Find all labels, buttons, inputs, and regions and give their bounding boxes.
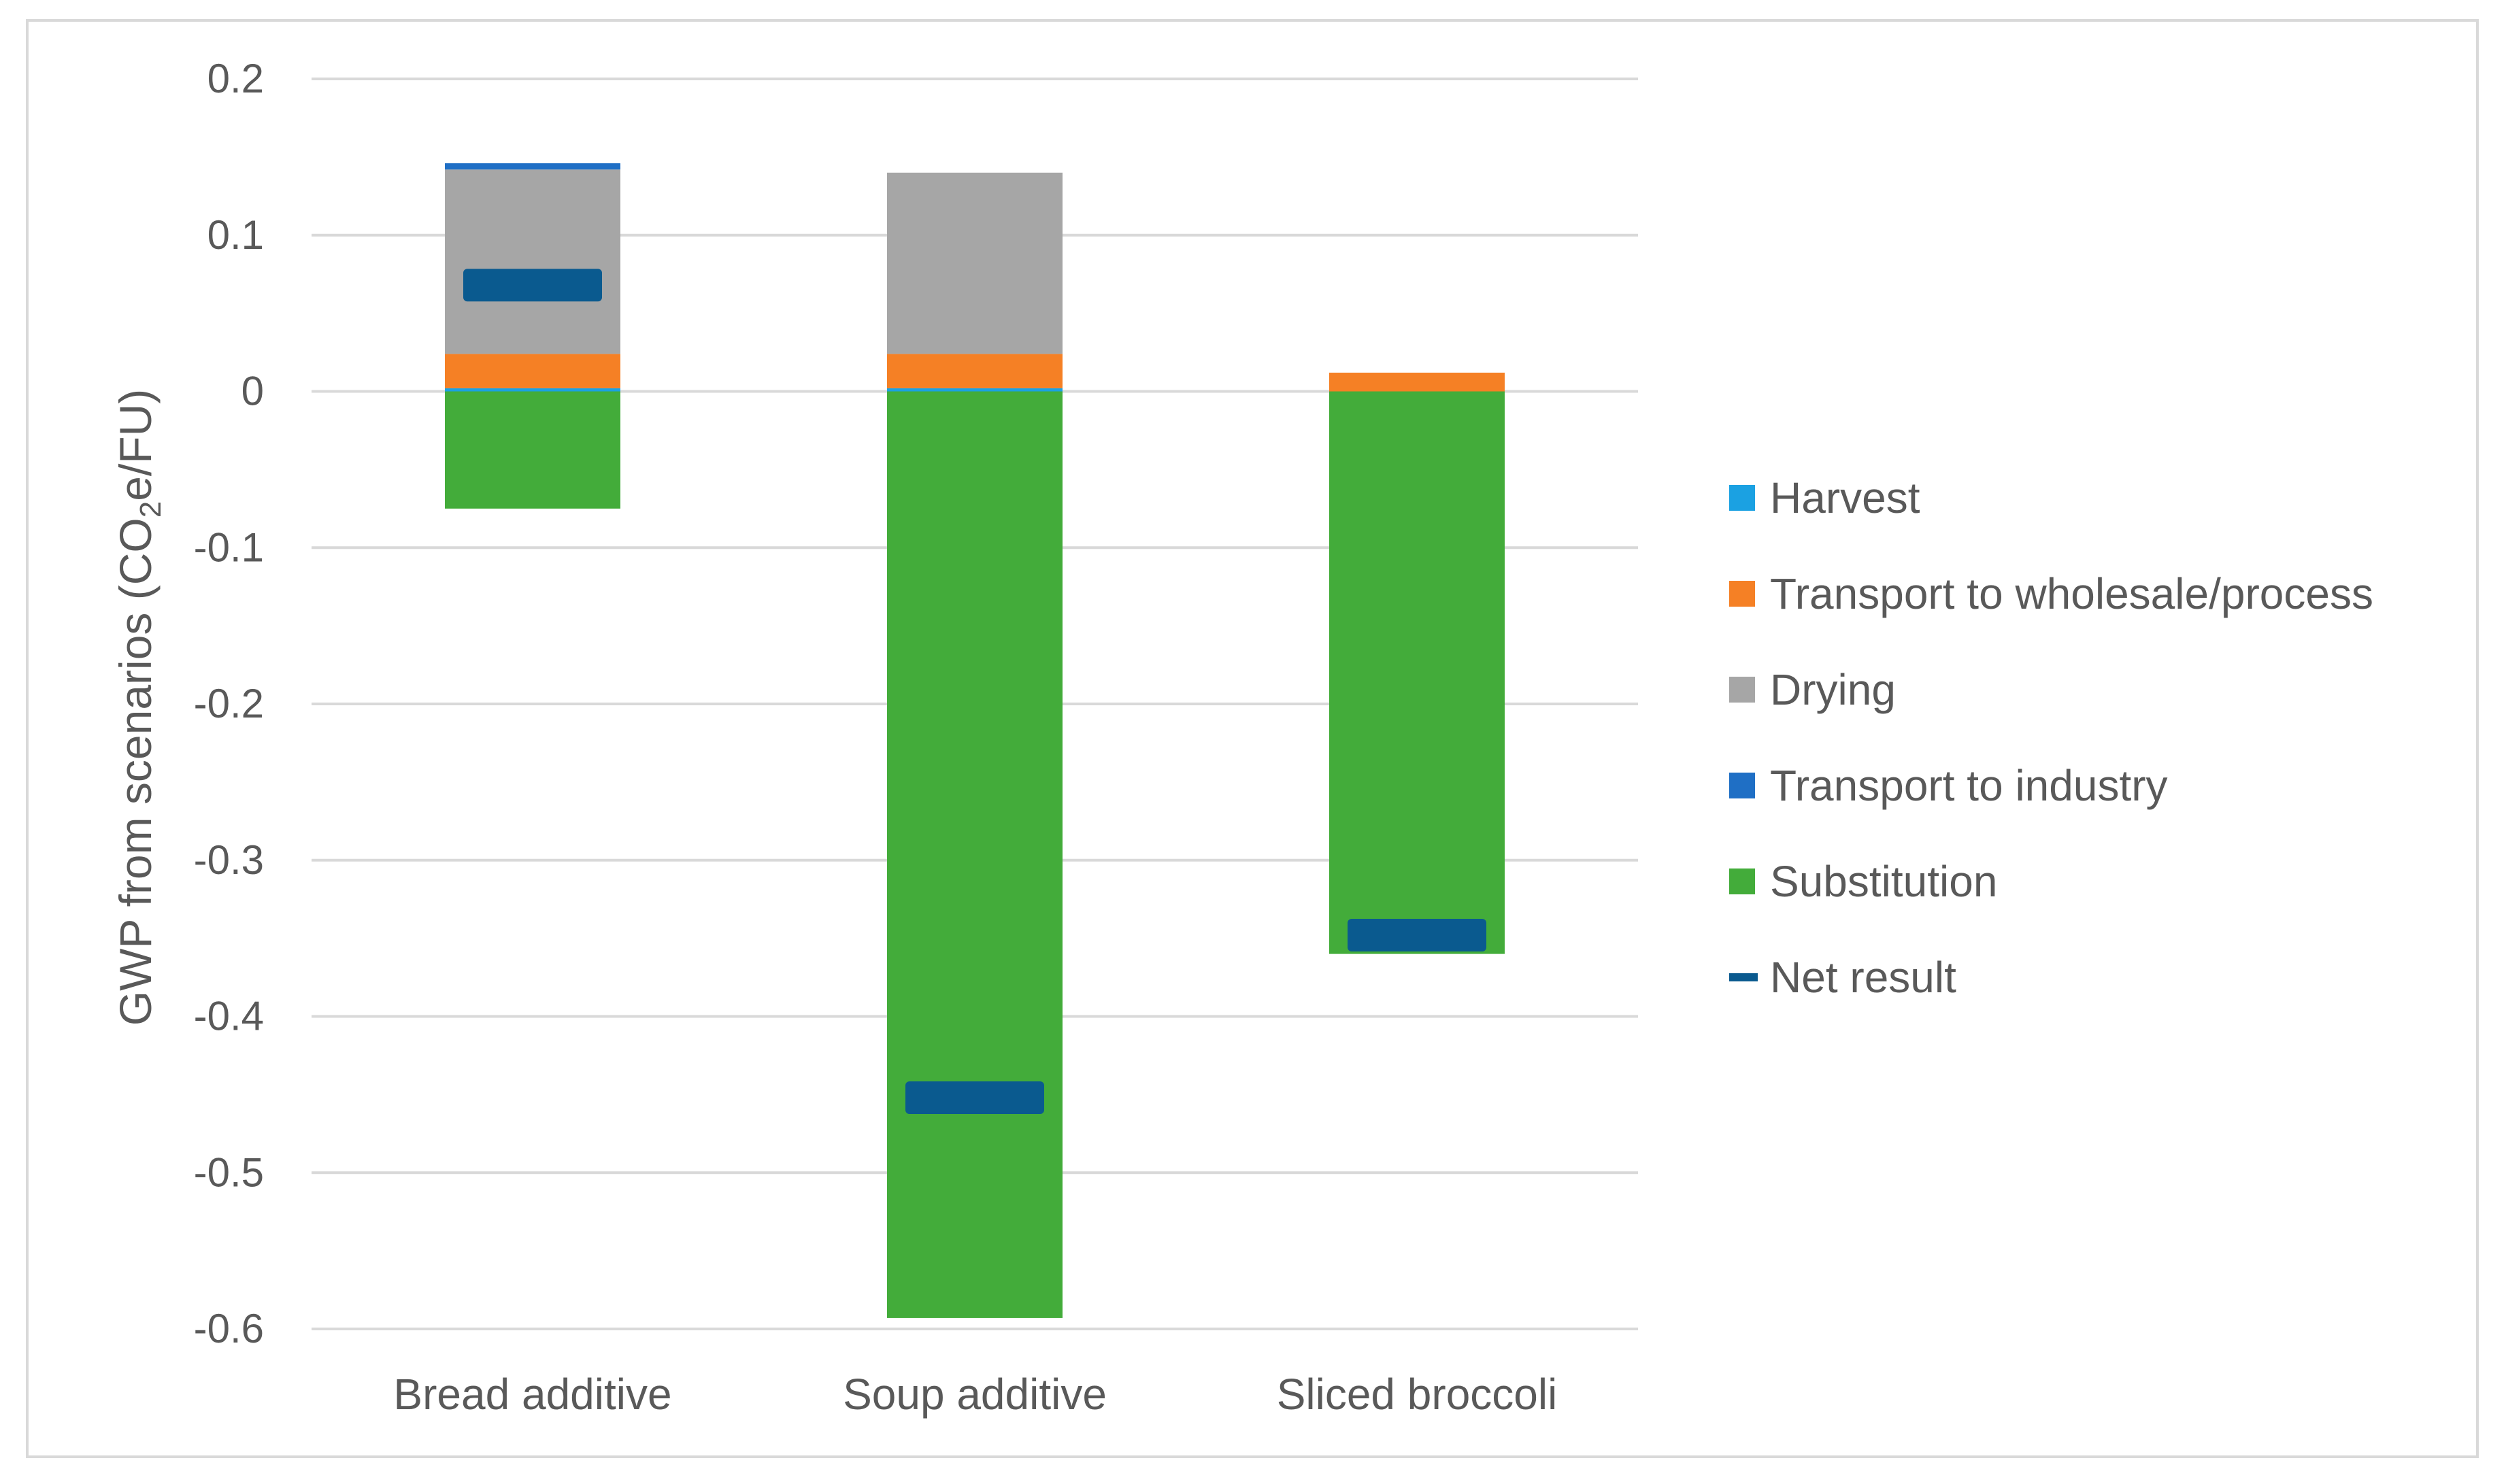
y-axis-title: GWP from scenarios (CO2e/FU) xyxy=(110,389,167,1026)
bar-soup-additive-drying xyxy=(887,172,1063,354)
legend-label-drying: Drying xyxy=(1770,665,1896,714)
legend-label-transport-to-industry: Transport to industry xyxy=(1770,761,2168,810)
y-tick-label: -0.4 xyxy=(194,994,264,1039)
bar-bread-additive-substitution xyxy=(445,391,620,509)
y-axis-title-subscript: 2 xyxy=(134,501,167,518)
legend-swatch-harvest xyxy=(1729,485,1755,511)
net-result-sliced-broccoli xyxy=(1348,919,1486,952)
y-axis-title-tail: e/FU) xyxy=(110,389,161,501)
legend-item-net-result: Net result xyxy=(1729,953,1956,1002)
bar-bread-additive-drying xyxy=(445,169,620,354)
y-tick-label: 0.2 xyxy=(207,56,264,101)
legend-swatch-transport-to-industry xyxy=(1729,773,1755,798)
x-category-bread-additive: Bread additive xyxy=(393,1370,671,1419)
chart-frame xyxy=(26,19,2479,1458)
y-tick-label: -0.3 xyxy=(194,837,264,883)
legend-item-drying: Drying xyxy=(1729,665,1896,714)
net-result-bread-additive xyxy=(463,269,602,302)
bar-bread-additive-transport-to-wholesale-process xyxy=(445,354,620,388)
legend-label-substitution: Substitution xyxy=(1770,857,1997,906)
legend-swatch-drying xyxy=(1729,677,1755,703)
bar-soup-additive-harvest xyxy=(887,388,1063,392)
legend-swatch-transport-to-wholesale-process xyxy=(1729,581,1755,607)
y-tick-label: -0.1 xyxy=(194,524,264,570)
bars xyxy=(445,163,1505,1318)
y-tick-label: 0.1 xyxy=(207,212,264,258)
bar-bread-additive-harvest xyxy=(445,388,620,392)
legend-item-transport-to-industry: Transport to industry xyxy=(1729,761,2168,810)
legend-label-net-result: Net result xyxy=(1770,953,1956,1002)
bar-soup-additive-substitution xyxy=(887,391,1063,1318)
legend-item-substitution: Substitution xyxy=(1729,857,1997,906)
legend: Harvest Transport to wholesale/process Dry… xyxy=(1729,473,2373,1002)
legend-swatch-net-result xyxy=(1729,973,1758,981)
bar-sliced-broccoli-transport-to-wholesale-process xyxy=(1329,372,1505,392)
legend-item-harvest: Harvest xyxy=(1729,473,1920,522)
legend-swatch-substitution xyxy=(1729,869,1755,894)
x-category-sliced-broccoli: Sliced broccoli xyxy=(1277,1370,1558,1419)
legend-label-harvest: Harvest xyxy=(1770,473,1920,522)
net-result-soup-additive xyxy=(905,1081,1044,1114)
y-tick-label: -0.6 xyxy=(194,1306,264,1351)
net-result-markers xyxy=(463,269,1486,1114)
bar-bread-additive-transport-to-industry xyxy=(445,163,620,170)
y-tick-label: -0.5 xyxy=(194,1149,264,1195)
bar-soup-additive-transport-to-wholesale-process xyxy=(887,354,1063,388)
x-axis-categories: Bread additive Soup additive Sliced brocco… xyxy=(393,1370,1557,1419)
y-tick-label: 0 xyxy=(241,369,264,414)
bar-sliced-broccoli-substitution xyxy=(1329,391,1505,954)
y-axis-title-main: GWP from scenarios (CO xyxy=(110,518,161,1026)
y-axis-ticks: 0.2 0.1 0 -0.1 -0.2 -0.3 -0.4 -0.5 -0.6 xyxy=(194,56,264,1351)
legend-label-transport-to-wholesale-process: Transport to wholesale/process xyxy=(1770,569,2373,618)
x-category-soup-additive: Soup additive xyxy=(843,1370,1107,1419)
y-tick-label: -0.2 xyxy=(194,681,264,726)
legend-item-transport-to-wholesale-process: Transport to wholesale/process xyxy=(1729,569,2373,618)
